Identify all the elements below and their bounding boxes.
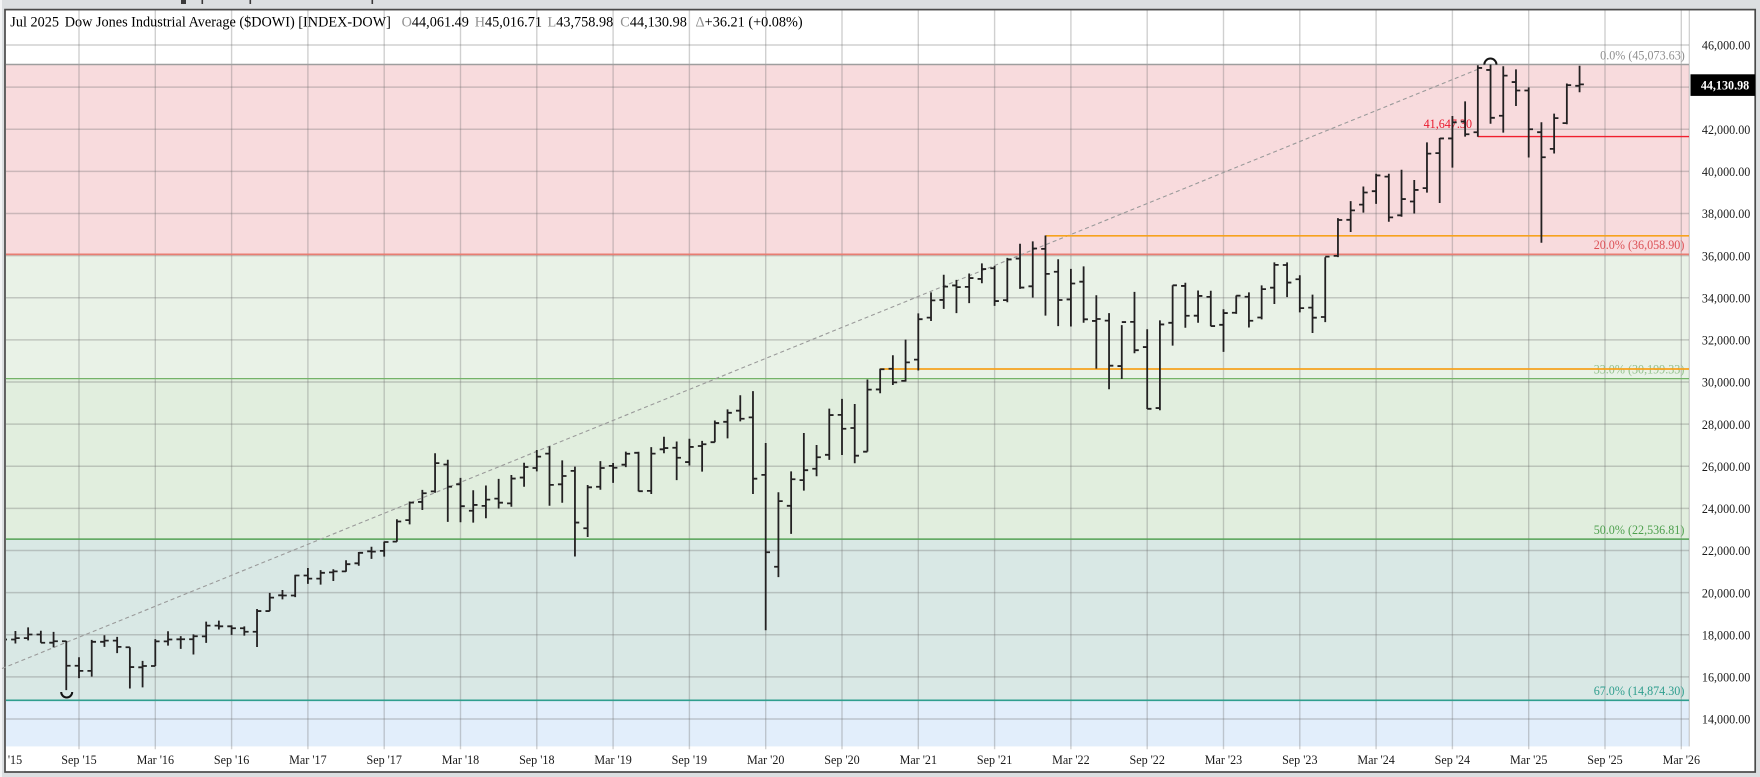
svg-text:Mar '23: Mar '23	[1205, 753, 1242, 767]
svg-text:Sep '24: Sep '24	[1435, 753, 1470, 767]
svg-text:Sep '20: Sep '20	[824, 753, 859, 767]
svg-text:Mar '19: Mar '19	[594, 753, 631, 767]
svg-text:67.0% (14,874.30): 67.0% (14,874.30)	[1594, 684, 1685, 698]
svg-text:Mar '16: Mar '16	[137, 753, 174, 767]
svg-text:28,000.00: 28,000.00	[1702, 418, 1750, 432]
svg-text:Sep '19: Sep '19	[672, 753, 707, 767]
svg-text:44,130.98: 44,130.98	[1701, 78, 1749, 92]
svg-text:18,000.00: 18,000.00	[1702, 628, 1750, 642]
svg-text:Mar '22: Mar '22	[1052, 753, 1089, 767]
svg-text:20.0% (36,058.90): 20.0% (36,058.90)	[1594, 238, 1685, 252]
svg-text:30,000.00: 30,000.00	[1702, 376, 1750, 390]
svg-text:Mar '20: Mar '20	[747, 753, 784, 767]
svg-text:Sep '22: Sep '22	[1129, 753, 1164, 767]
svg-text:24,000.00: 24,000.00	[1702, 502, 1750, 516]
svg-text:46,000.00: 46,000.00	[1702, 39, 1750, 53]
svg-text:16,000.00: 16,000.00	[1702, 671, 1750, 685]
svg-text:Sep '18: Sep '18	[519, 753, 554, 767]
svg-text:20,000.00: 20,000.00	[1702, 586, 1750, 600]
svg-text:Sep '17: Sep '17	[366, 753, 401, 767]
svg-text:26,000.00: 26,000.00	[1702, 460, 1750, 474]
svg-text:22,000.00: 22,000.00	[1702, 544, 1750, 558]
svg-text:Sep '15: Sep '15	[61, 753, 96, 767]
svg-text:Sep '25: Sep '25	[1587, 753, 1622, 767]
svg-text:38,000.00: 38,000.00	[1702, 207, 1750, 221]
svg-text:Sep '16: Sep '16	[214, 753, 249, 767]
svg-text:41,647.30: 41,647.30	[1424, 117, 1472, 131]
svg-text:14,000.00: 14,000.00	[1702, 713, 1750, 727]
svg-text:50.0% (22,536.81): 50.0% (22,536.81)	[1594, 523, 1685, 537]
svg-text:32,000.00: 32,000.00	[1702, 334, 1750, 348]
svg-text:Mar '26: Mar '26	[1663, 753, 1700, 767]
svg-text:Mar '18: Mar '18	[442, 753, 479, 767]
svg-text:42,000.00: 42,000.00	[1702, 123, 1750, 137]
svg-text:Mar '25: Mar '25	[1510, 753, 1547, 767]
svg-text:Sep '21: Sep '21	[977, 753, 1012, 767]
svg-text:Sep '23: Sep '23	[1282, 753, 1317, 767]
svg-text:Mar '21: Mar '21	[900, 753, 937, 767]
svg-text:Mar '24: Mar '24	[1357, 753, 1394, 767]
svg-text:34,000.00: 34,000.00	[1702, 291, 1750, 305]
svg-text:40,000.00: 40,000.00	[1702, 165, 1750, 179]
svg-text:0.0% (45,073.63): 0.0% (45,073.63)	[1600, 48, 1685, 62]
svg-text:Mar '17: Mar '17	[289, 753, 326, 767]
svg-text:36,000.00: 36,000.00	[1702, 249, 1750, 263]
svg-text:'15: '15	[8, 753, 22, 767]
